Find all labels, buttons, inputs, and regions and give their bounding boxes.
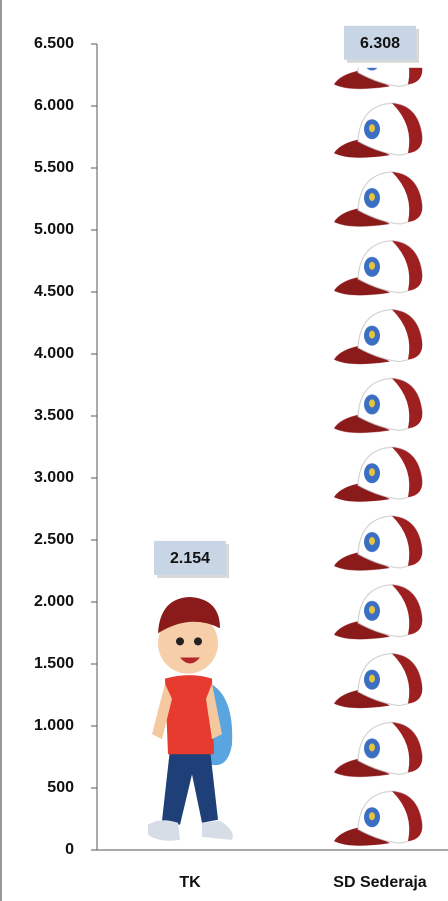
chart: 0 500 1.000 1.500 2.000 2.500 3.000 3.500 4.000 4… [0,0,448,901]
y-tick-label: 5.500 [34,159,74,176]
y-tick-label: 3.500 [34,407,74,424]
y-tick-label: 5.000 [34,221,74,238]
bar [140,583,240,850]
y-tick-label: 6.000 [34,97,74,114]
x-tick-label: SD Sederaja [333,874,426,891]
y-tick-label: 4.000 [34,345,74,362]
value-label: 6.308 [360,35,400,52]
y-tick-label: 0 [65,841,74,858]
bar [328,68,432,850]
y-tick-label: 2.500 [34,531,74,548]
x-tick-label: TK [179,874,201,891]
y-tick-label: 2.000 [34,593,74,610]
y-tick-label: 1.500 [34,655,74,672]
y-tick-label: 1.000 [34,717,74,734]
y-tick-label: 3.000 [34,469,74,486]
value-label: 2.154 [170,550,210,567]
y-tick-label: 6.500 [34,35,74,52]
y-tick-label: 500 [47,779,74,796]
y-tick-label: 4.500 [34,283,74,300]
